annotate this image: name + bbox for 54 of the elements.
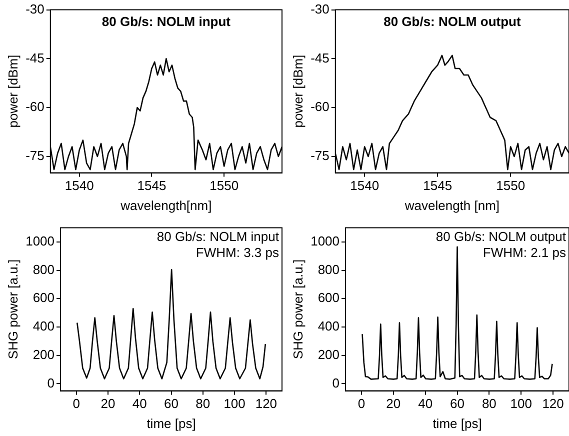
y-tick-label: -45 bbox=[310, 50, 330, 66]
x-tick-label: 80 bbox=[482, 396, 496, 412]
x-tick-label: 40 bbox=[132, 396, 147, 412]
x-tick-label: 1540 bbox=[64, 178, 94, 194]
x-axis-title: wavelength[nm] bbox=[120, 198, 212, 213]
annotation: FWHM: 3.3 ps bbox=[196, 244, 280, 260]
y-tick-label: -30 bbox=[26, 1, 44, 16]
y-tick-label: 400 bbox=[318, 318, 340, 334]
x-tick-label: 1540 bbox=[350, 178, 380, 194]
y-axis-title: power [dBm] bbox=[5, 54, 20, 128]
y-tick-label: -30 bbox=[310, 1, 330, 16]
y-tick-label: 200 bbox=[318, 346, 340, 362]
y-axis-title: SHG power [a.u.] bbox=[5, 259, 20, 360]
annotation: 80 Gb/s: NOLM output bbox=[436, 228, 566, 244]
x-tick-label: 120 bbox=[542, 396, 564, 412]
x-tick-label: 1545 bbox=[423, 178, 452, 194]
y-tick-label: 1000 bbox=[26, 234, 55, 249]
x-tick-label: 1550 bbox=[210, 178, 239, 194]
x-tick-label: 80 bbox=[196, 396, 210, 412]
y-tick-label: 1000 bbox=[310, 234, 340, 249]
x-tick-label: 100 bbox=[510, 396, 532, 412]
x-tick-label: 0 bbox=[72, 396, 80, 412]
y-tick-label: -60 bbox=[26, 99, 44, 114]
y-tick-label: -60 bbox=[310, 99, 330, 114]
x-axis-title: time [ps] bbox=[146, 416, 196, 431]
y-tick-label: 800 bbox=[318, 262, 340, 277]
x-tick-label: 100 bbox=[224, 396, 246, 412]
x-axis-title: time [ps] bbox=[432, 416, 482, 431]
y-axis-title: SHG power [a.u.] bbox=[290, 259, 306, 360]
x-tick-label: 20 bbox=[100, 396, 116, 412]
y-tick-label: 600 bbox=[318, 290, 340, 306]
y-tick-label: -75 bbox=[26, 148, 44, 164]
x-tick-label: 0 bbox=[358, 396, 366, 412]
annotation: FWHM: 2.1 ps bbox=[482, 244, 566, 260]
annotation: 80 Gb/s: NOLM input bbox=[102, 14, 232, 29]
x-tick-label: 1550 bbox=[496, 178, 526, 194]
y-tick-label: 200 bbox=[32, 346, 55, 362]
x-tick-label: 60 bbox=[450, 396, 464, 412]
y-tick-label: 400 bbox=[32, 318, 55, 334]
x-tick-label: 60 bbox=[164, 396, 178, 412]
annotation: 80 Gb/s: NOLM input bbox=[156, 228, 280, 244]
y-tick-label: -75 bbox=[310, 148, 330, 164]
x-axis-title: wavelength [nm] bbox=[404, 198, 500, 213]
y-tick-label: 0 bbox=[332, 375, 340, 390]
annotation: 80 Gb/s: NOLM output bbox=[384, 14, 522, 29]
y-tick-label: 0 bbox=[47, 375, 55, 390]
y-tick-label: 800 bbox=[32, 262, 55, 277]
x-tick-label: 20 bbox=[386, 396, 401, 412]
y-axis-title: power [dBm] bbox=[290, 54, 306, 128]
x-tick-label: 1545 bbox=[137, 178, 166, 194]
x-tick-label: 40 bbox=[418, 396, 433, 412]
x-tick-label: 120 bbox=[255, 396, 278, 412]
y-tick-label: 600 bbox=[32, 290, 55, 306]
y-tick-label: -45 bbox=[26, 50, 44, 66]
